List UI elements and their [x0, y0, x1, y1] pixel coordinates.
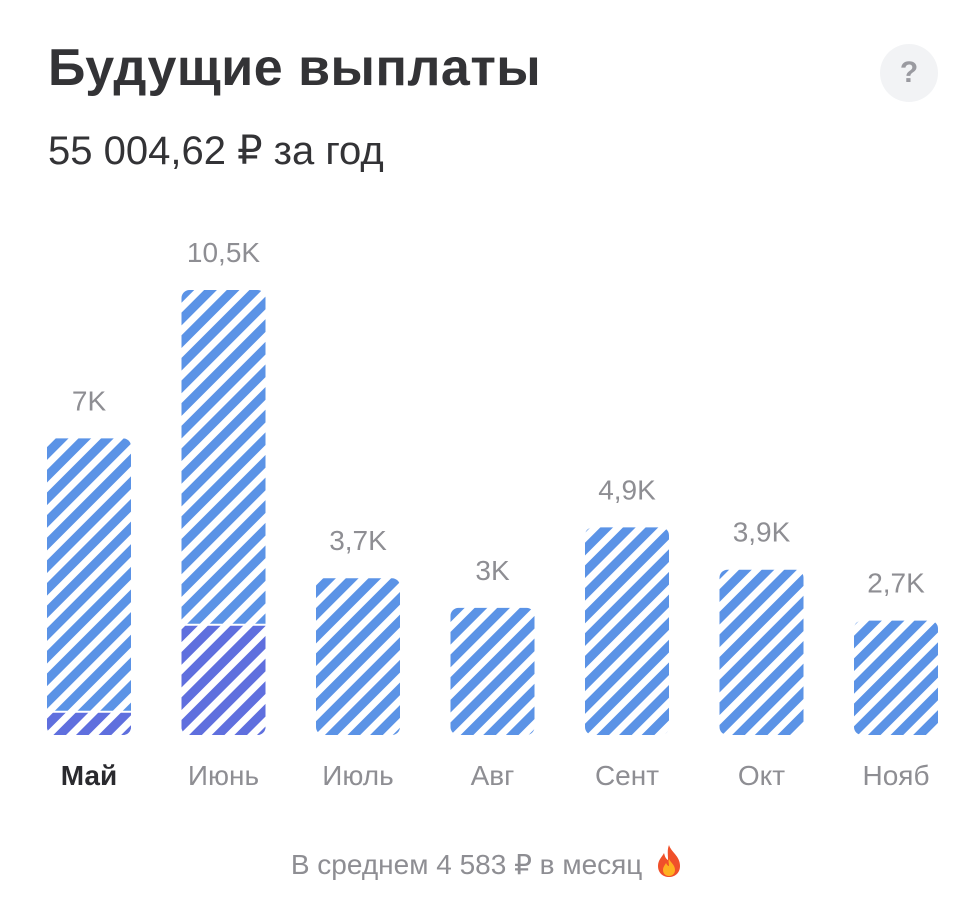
bar-5[interactable]: [719, 569, 804, 735]
bar-5-month-label[interactable]: Окт: [738, 760, 785, 791]
bar-2[interactable]: [316, 578, 400, 735]
bar-3[interactable]: [450, 607, 535, 735]
bar-2-value-label: 3,7K: [329, 525, 387, 556]
fire-icon: [658, 845, 681, 877]
page-title: Будущие выплаты: [48, 39, 542, 97]
bar-6-month-label[interactable]: Нояб: [863, 760, 930, 791]
monthly-average-text: В среднем 4 583 ₽ в месяц: [290, 849, 643, 880]
bar-1-month-label[interactable]: Июнь: [188, 760, 259, 791]
bar-1[interactable]: [181, 290, 266, 735]
bar-4[interactable]: [585, 527, 669, 735]
bar-0-value-label: 7K: [72, 385, 107, 416]
bar-5-value-label: 3,9K: [733, 517, 791, 548]
question-icon: ?: [899, 56, 919, 89]
yearly-total: 55 004,62 ₽ за год: [48, 129, 384, 173]
bar-0[interactable]: [47, 438, 131, 735]
bar-3-value-label: 3K: [475, 555, 510, 586]
bar-4-value-label: 4,9K: [598, 474, 656, 505]
help-button[interactable]: ?: [880, 44, 938, 102]
bar-2-month-label[interactable]: Июль: [322, 760, 393, 791]
bar-0-month-label[interactable]: Май: [61, 760, 117, 791]
monthly-average: В среднем 4 583 ₽ в месяц: [0, 844, 975, 881]
bar-6[interactable]: [854, 620, 938, 735]
bar-3-month-label[interactable]: Авг: [471, 760, 515, 791]
bar-6-value-label: 2,7K: [867, 568, 925, 599]
bar-1-value-label: 10,5K: [187, 237, 260, 268]
bar-4-month-label[interactable]: Сент: [595, 760, 659, 791]
bar-1-paid-segment: [181, 624, 266, 735]
bar-0-paid-segment: [47, 711, 131, 735]
payouts-bar-chart: 7K Май 10,5K Июнь 3,7K Июль 3K Авг 4,9K Сент 3,9K О…: [47, 237, 938, 791]
